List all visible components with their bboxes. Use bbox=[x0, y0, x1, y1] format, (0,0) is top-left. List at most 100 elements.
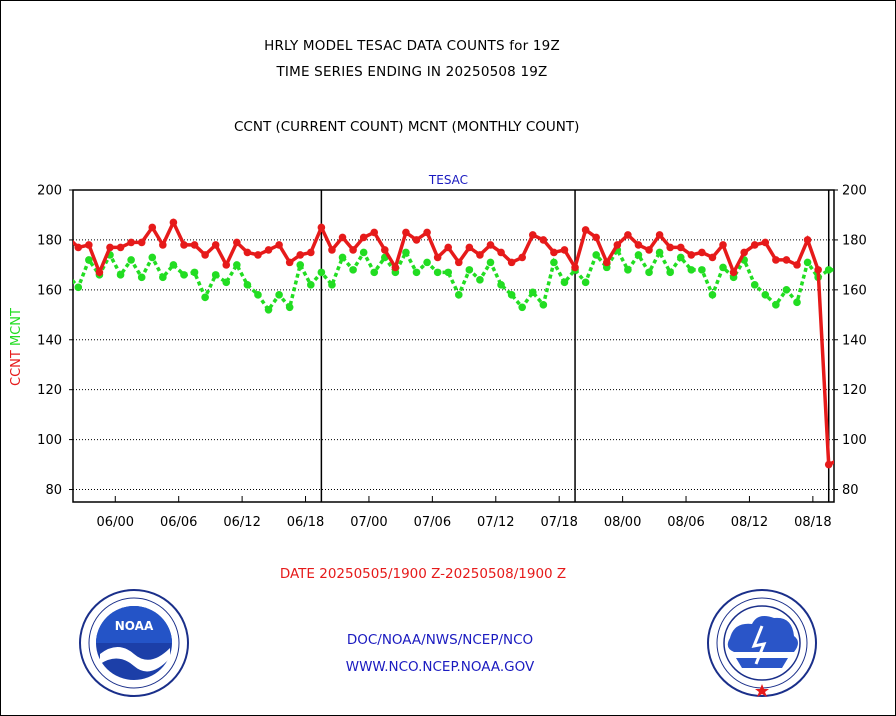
x-tick-label: 07/00 bbox=[350, 515, 387, 530]
data-point-mcnt bbox=[328, 281, 336, 289]
x-tick-label: 08/06 bbox=[667, 515, 704, 530]
data-point-ccnt bbox=[497, 248, 505, 257]
data-point-mcnt bbox=[772, 301, 780, 309]
data-point-ccnt bbox=[243, 248, 252, 257]
data-point-ccnt bbox=[772, 256, 780, 264]
x-tick-label: 08/00 bbox=[604, 515, 641, 530]
y-tick-label-right: 180 bbox=[842, 233, 867, 248]
x-tick-label: 06/06 bbox=[160, 515, 197, 530]
data-point-ccnt bbox=[518, 253, 527, 262]
data-point-ccnt bbox=[423, 228, 431, 237]
data-point-ccnt bbox=[380, 246, 389, 254]
data-point-ccnt bbox=[391, 263, 400, 272]
x-tick-label: 08/18 bbox=[794, 515, 831, 530]
data-point-mcnt bbox=[824, 266, 833, 274]
data-point-mcnt bbox=[423, 258, 431, 267]
data-point-ccnt bbox=[338, 233, 347, 242]
nws-logo bbox=[707, 589, 817, 697]
data-point-mcnt bbox=[793, 298, 801, 307]
data-point-mcnt bbox=[180, 271, 188, 279]
data-point-ccnt bbox=[285, 258, 294, 267]
data-point-mcnt bbox=[719, 263, 727, 272]
data-point-mcnt bbox=[655, 248, 664, 257]
data-point-mcnt bbox=[592, 251, 600, 259]
data-point-mcnt bbox=[285, 303, 294, 312]
data-point-ccnt bbox=[476, 251, 484, 259]
data-point-mcnt bbox=[666, 268, 674, 277]
date-range-label: DATE 20250505/1900 Z-20250508/1900 Z bbox=[279, 566, 567, 582]
data-point-mcnt bbox=[550, 258, 558, 267]
chart-subtitle: TIME SERIES ENDING IN 20250508 19Z bbox=[276, 64, 548, 80]
data-point-ccnt bbox=[317, 223, 326, 232]
website-link[interactable]: WWW.NCO.NCEP.NOAA.GOV bbox=[345, 659, 535, 675]
data-point-mcnt bbox=[708, 291, 717, 299]
x-tick-label: 07/18 bbox=[540, 515, 577, 530]
data-point-ccnt bbox=[814, 266, 822, 274]
data-point-ccnt bbox=[444, 243, 453, 252]
data-point-mcnt bbox=[454, 291, 463, 299]
y-axis-label-part: CCNT bbox=[9, 350, 24, 386]
data-point-ccnt bbox=[602, 258, 611, 267]
data-point-mcnt bbox=[581, 278, 590, 287]
data-point-ccnt bbox=[233, 238, 241, 247]
data-point-mcnt bbox=[349, 266, 357, 274]
data-point-ccnt bbox=[370, 228, 379, 237]
data-point-ccnt bbox=[116, 243, 125, 252]
data-point-mcnt bbox=[359, 248, 368, 257]
data-point-mcnt bbox=[634, 251, 643, 259]
y-tick-label-left: 180 bbox=[37, 233, 62, 248]
data-point-ccnt bbox=[729, 268, 738, 277]
data-point-mcnt bbox=[264, 306, 273, 314]
data-point-ccnt bbox=[581, 226, 590, 234]
data-point-mcnt bbox=[275, 291, 283, 299]
data-point-ccnt bbox=[655, 231, 664, 239]
data-point-mcnt bbox=[116, 271, 125, 279]
data-point-ccnt bbox=[359, 233, 368, 242]
series-line-ccnt bbox=[73, 218, 834, 468]
data-point-ccnt bbox=[793, 261, 801, 269]
data-point-mcnt bbox=[444, 268, 453, 277]
data-point-mcnt bbox=[307, 281, 315, 289]
data-point-mcnt bbox=[676, 253, 685, 262]
data-point-mcnt bbox=[190, 268, 199, 277]
data-point-mcnt bbox=[85, 256, 93, 264]
data-point-mcnt bbox=[486, 258, 495, 267]
data-point-mcnt bbox=[465, 266, 474, 274]
data-point-ccnt bbox=[169, 218, 178, 227]
data-point-ccnt bbox=[613, 241, 622, 249]
x-tick-label: 06/12 bbox=[223, 515, 260, 530]
data-point-mcnt bbox=[528, 288, 537, 297]
data-point-ccnt bbox=[454, 258, 463, 267]
data-point-mcnt bbox=[201, 293, 209, 302]
data-point-mcnt bbox=[127, 256, 135, 264]
plot-area bbox=[72, 189, 835, 503]
data-point-ccnt bbox=[307, 248, 315, 257]
doc-link[interactable]: DOC/NOAA/NWS/NCEP/NCO bbox=[346, 632, 534, 648]
data-point-mcnt bbox=[370, 268, 379, 277]
data-point-ccnt bbox=[803, 236, 812, 244]
data-point-ccnt bbox=[328, 246, 336, 254]
data-point-mcnt bbox=[698, 266, 706, 274]
data-point-ccnt bbox=[676, 243, 685, 252]
data-point-mcnt bbox=[412, 268, 421, 277]
data-point-mcnt bbox=[402, 248, 410, 257]
data-point-ccnt bbox=[539, 236, 548, 244]
data-point-mcnt bbox=[233, 261, 241, 269]
data-point-mcnt bbox=[507, 291, 516, 299]
data-point-ccnt bbox=[148, 223, 157, 232]
data-point-ccnt bbox=[571, 263, 579, 272]
x-tick-label: 07/12 bbox=[477, 515, 514, 530]
data-point-ccnt bbox=[190, 241, 199, 249]
y-tick-label-left: 80 bbox=[45, 483, 62, 498]
data-point-mcnt bbox=[159, 273, 167, 282]
data-point-ccnt bbox=[433, 253, 442, 262]
x-tick-label: 06/00 bbox=[97, 515, 134, 530]
data-point-mcnt bbox=[560, 278, 569, 287]
y-tick-label-left: 100 bbox=[37, 433, 62, 448]
data-point-mcnt bbox=[803, 258, 812, 267]
y-axis-label: CCNT MCNT bbox=[9, 308, 24, 386]
data-point-mcnt bbox=[782, 286, 791, 294]
data-point-ccnt bbox=[666, 243, 674, 252]
data-point-ccnt bbox=[750, 241, 759, 249]
data-point-ccnt bbox=[698, 248, 706, 257]
